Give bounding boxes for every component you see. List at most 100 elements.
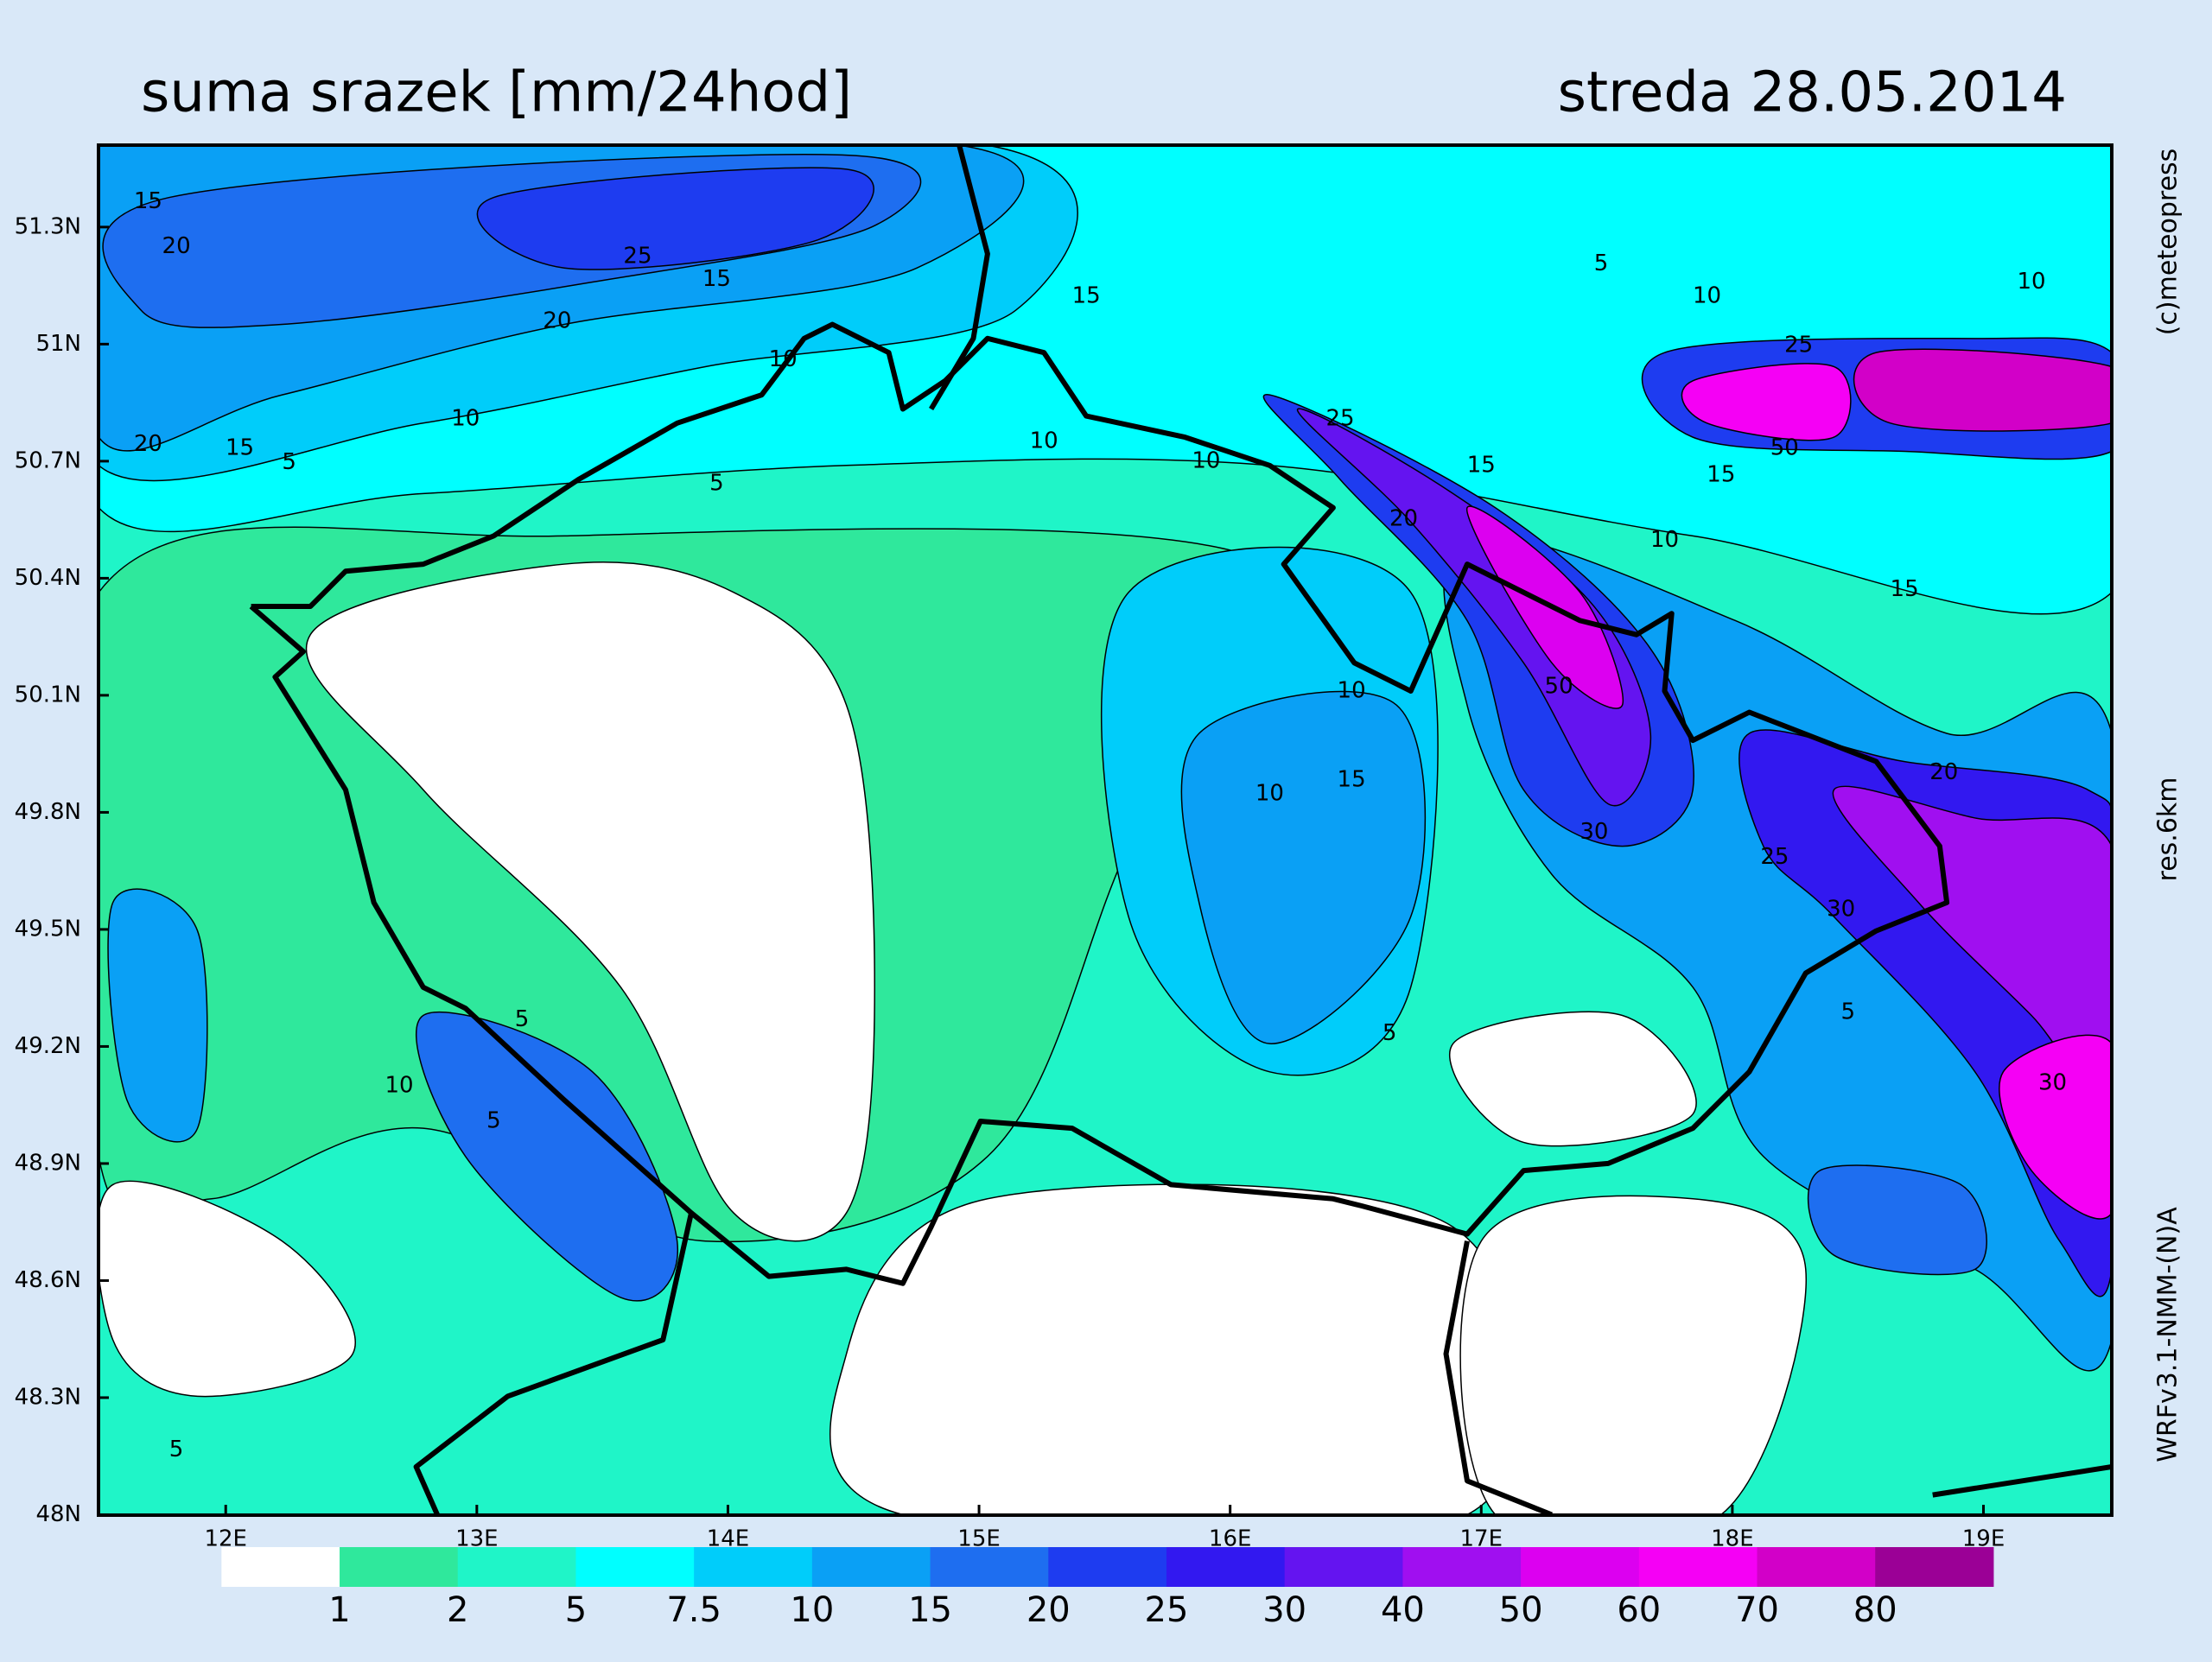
contour-label: 5	[169, 1437, 184, 1462]
lat-label: 51.3N	[15, 213, 81, 239]
legend-level: 50	[1499, 1590, 1543, 1630]
contour-label: 5	[515, 1006, 530, 1032]
country-border	[249, 321, 1950, 1286]
legend-level: 70	[1735, 1590, 1779, 1630]
contour-label: 10	[1192, 447, 1220, 473]
contour-label: 10	[1255, 781, 1284, 807]
contour-label: 10	[769, 346, 798, 372]
contour-label: 30	[1827, 897, 1855, 923]
country-border	[1443, 1240, 1554, 1515]
contour-label: 10	[385, 1073, 413, 1099]
contour-label: 15	[1891, 576, 1919, 602]
contour-label: 15	[702, 266, 731, 292]
precip-field	[99, 145, 2112, 1515]
borders	[249, 145, 2112, 1515]
precip-area	[1466, 505, 1624, 709]
legend-swatch	[811, 1547, 931, 1587]
legend-level: 25	[1145, 1590, 1189, 1630]
precip-area	[305, 561, 875, 1242]
precip-area	[1180, 690, 1427, 1044]
legend-level: 7.5	[666, 1590, 721, 1630]
legend-level: 1	[328, 1590, 350, 1630]
contour-label: 25	[1760, 844, 1789, 870]
precip-area	[1808, 1164, 1987, 1276]
contour-label: 20	[543, 308, 571, 334]
contour-label: 25	[1784, 333, 1813, 358]
legend-swatch	[1048, 1547, 1167, 1587]
contour-label: 15	[134, 188, 162, 214]
legend-level: 30	[1262, 1590, 1306, 1630]
contour-label: 50	[1545, 674, 1573, 700]
contour-label: 5	[1841, 999, 1856, 1025]
model: WRFv3.1-NMM-(N)A	[2153, 1207, 2183, 1462]
map-frame	[97, 143, 2113, 1517]
contour-label: 10	[2017, 269, 2045, 295]
contour-label: 20	[1389, 505, 1418, 531]
legend-swatch	[1875, 1547, 1994, 1587]
precip-area	[1296, 408, 1652, 807]
copyright: (c)meteopress	[2153, 149, 2183, 336]
precip-area	[99, 1180, 356, 1398]
country-border	[413, 1212, 694, 1515]
lat-label: 48.3N	[15, 1384, 81, 1410]
contour-label: 15	[1467, 452, 1496, 478]
legend-level: 40	[1381, 1590, 1425, 1630]
legend-level: 5	[565, 1590, 587, 1630]
legend-level: 20	[1027, 1590, 1071, 1630]
precip-area	[1448, 1011, 1697, 1147]
legend-level: 60	[1617, 1590, 1661, 1630]
lat-label: 49.5N	[15, 916, 81, 942]
contour-label: 15	[1707, 462, 1735, 488]
precip-area	[107, 888, 208, 1143]
contour-label: 10	[1030, 428, 1058, 454]
contour-label: 20	[1929, 759, 1958, 785]
contour-label: 5	[709, 471, 724, 497]
lat-label: 50.4N	[15, 565, 81, 591]
map-title: suma srazek [mm/24hod]	[141, 61, 852, 125]
lat-label: 48N	[35, 1501, 81, 1527]
legend-swatch	[575, 1547, 695, 1587]
contour-label: 5	[1594, 251, 1609, 276]
legend-swatch	[1402, 1547, 1522, 1587]
contour-label: 25	[1325, 405, 1354, 431]
legend-level: 80	[1853, 1590, 1897, 1630]
contour-label: 15	[226, 435, 254, 461]
contour-label: 10	[1650, 527, 1679, 553]
legend-swatch	[221, 1547, 340, 1587]
legend-level: 10	[790, 1590, 834, 1630]
legend-level: 15	[908, 1590, 952, 1630]
precip-area	[1459, 1195, 1808, 1515]
lat-label: 48.6N	[15, 1267, 81, 1293]
lat-label: 50.1N	[15, 682, 81, 707]
precip-area	[1832, 785, 2112, 1107]
legend-swatch	[1284, 1547, 1403, 1587]
contour-label: 50	[1770, 435, 1799, 461]
contour-label: 5	[486, 1107, 501, 1133]
contour-label: 10	[1338, 678, 1366, 704]
contour-label: 25	[623, 244, 652, 270]
precip-area	[1853, 348, 2112, 432]
contour-label: 30	[2038, 1069, 2067, 1095]
precip-area	[415, 1012, 679, 1302]
contour-label: 5	[1382, 1020, 1397, 1046]
resolution: res.6km	[2153, 777, 2183, 882]
legend-swatch	[340, 1547, 459, 1587]
contour-label: 10	[1693, 282, 1721, 308]
contour-label: 20	[162, 233, 191, 259]
lat-label: 49.2N	[15, 1033, 81, 1059]
contour-label: 10	[451, 405, 480, 431]
legend-swatch	[1166, 1547, 1286, 1587]
lat-label: 50.7N	[15, 447, 81, 473]
contour-label: 5	[282, 449, 296, 475]
lat-label: 48.9N	[15, 1150, 81, 1176]
lat-label: 51N	[35, 331, 81, 357]
contour-label: 30	[1580, 819, 1608, 845]
country-border	[929, 145, 990, 411]
legend-swatch	[457, 1547, 576, 1587]
precip-area	[1999, 1034, 2112, 1220]
contour-label: 15	[1072, 282, 1101, 308]
contour-label: 15	[1338, 766, 1366, 792]
contour-label: 20	[134, 431, 162, 457]
legend-swatch	[1638, 1547, 1758, 1587]
